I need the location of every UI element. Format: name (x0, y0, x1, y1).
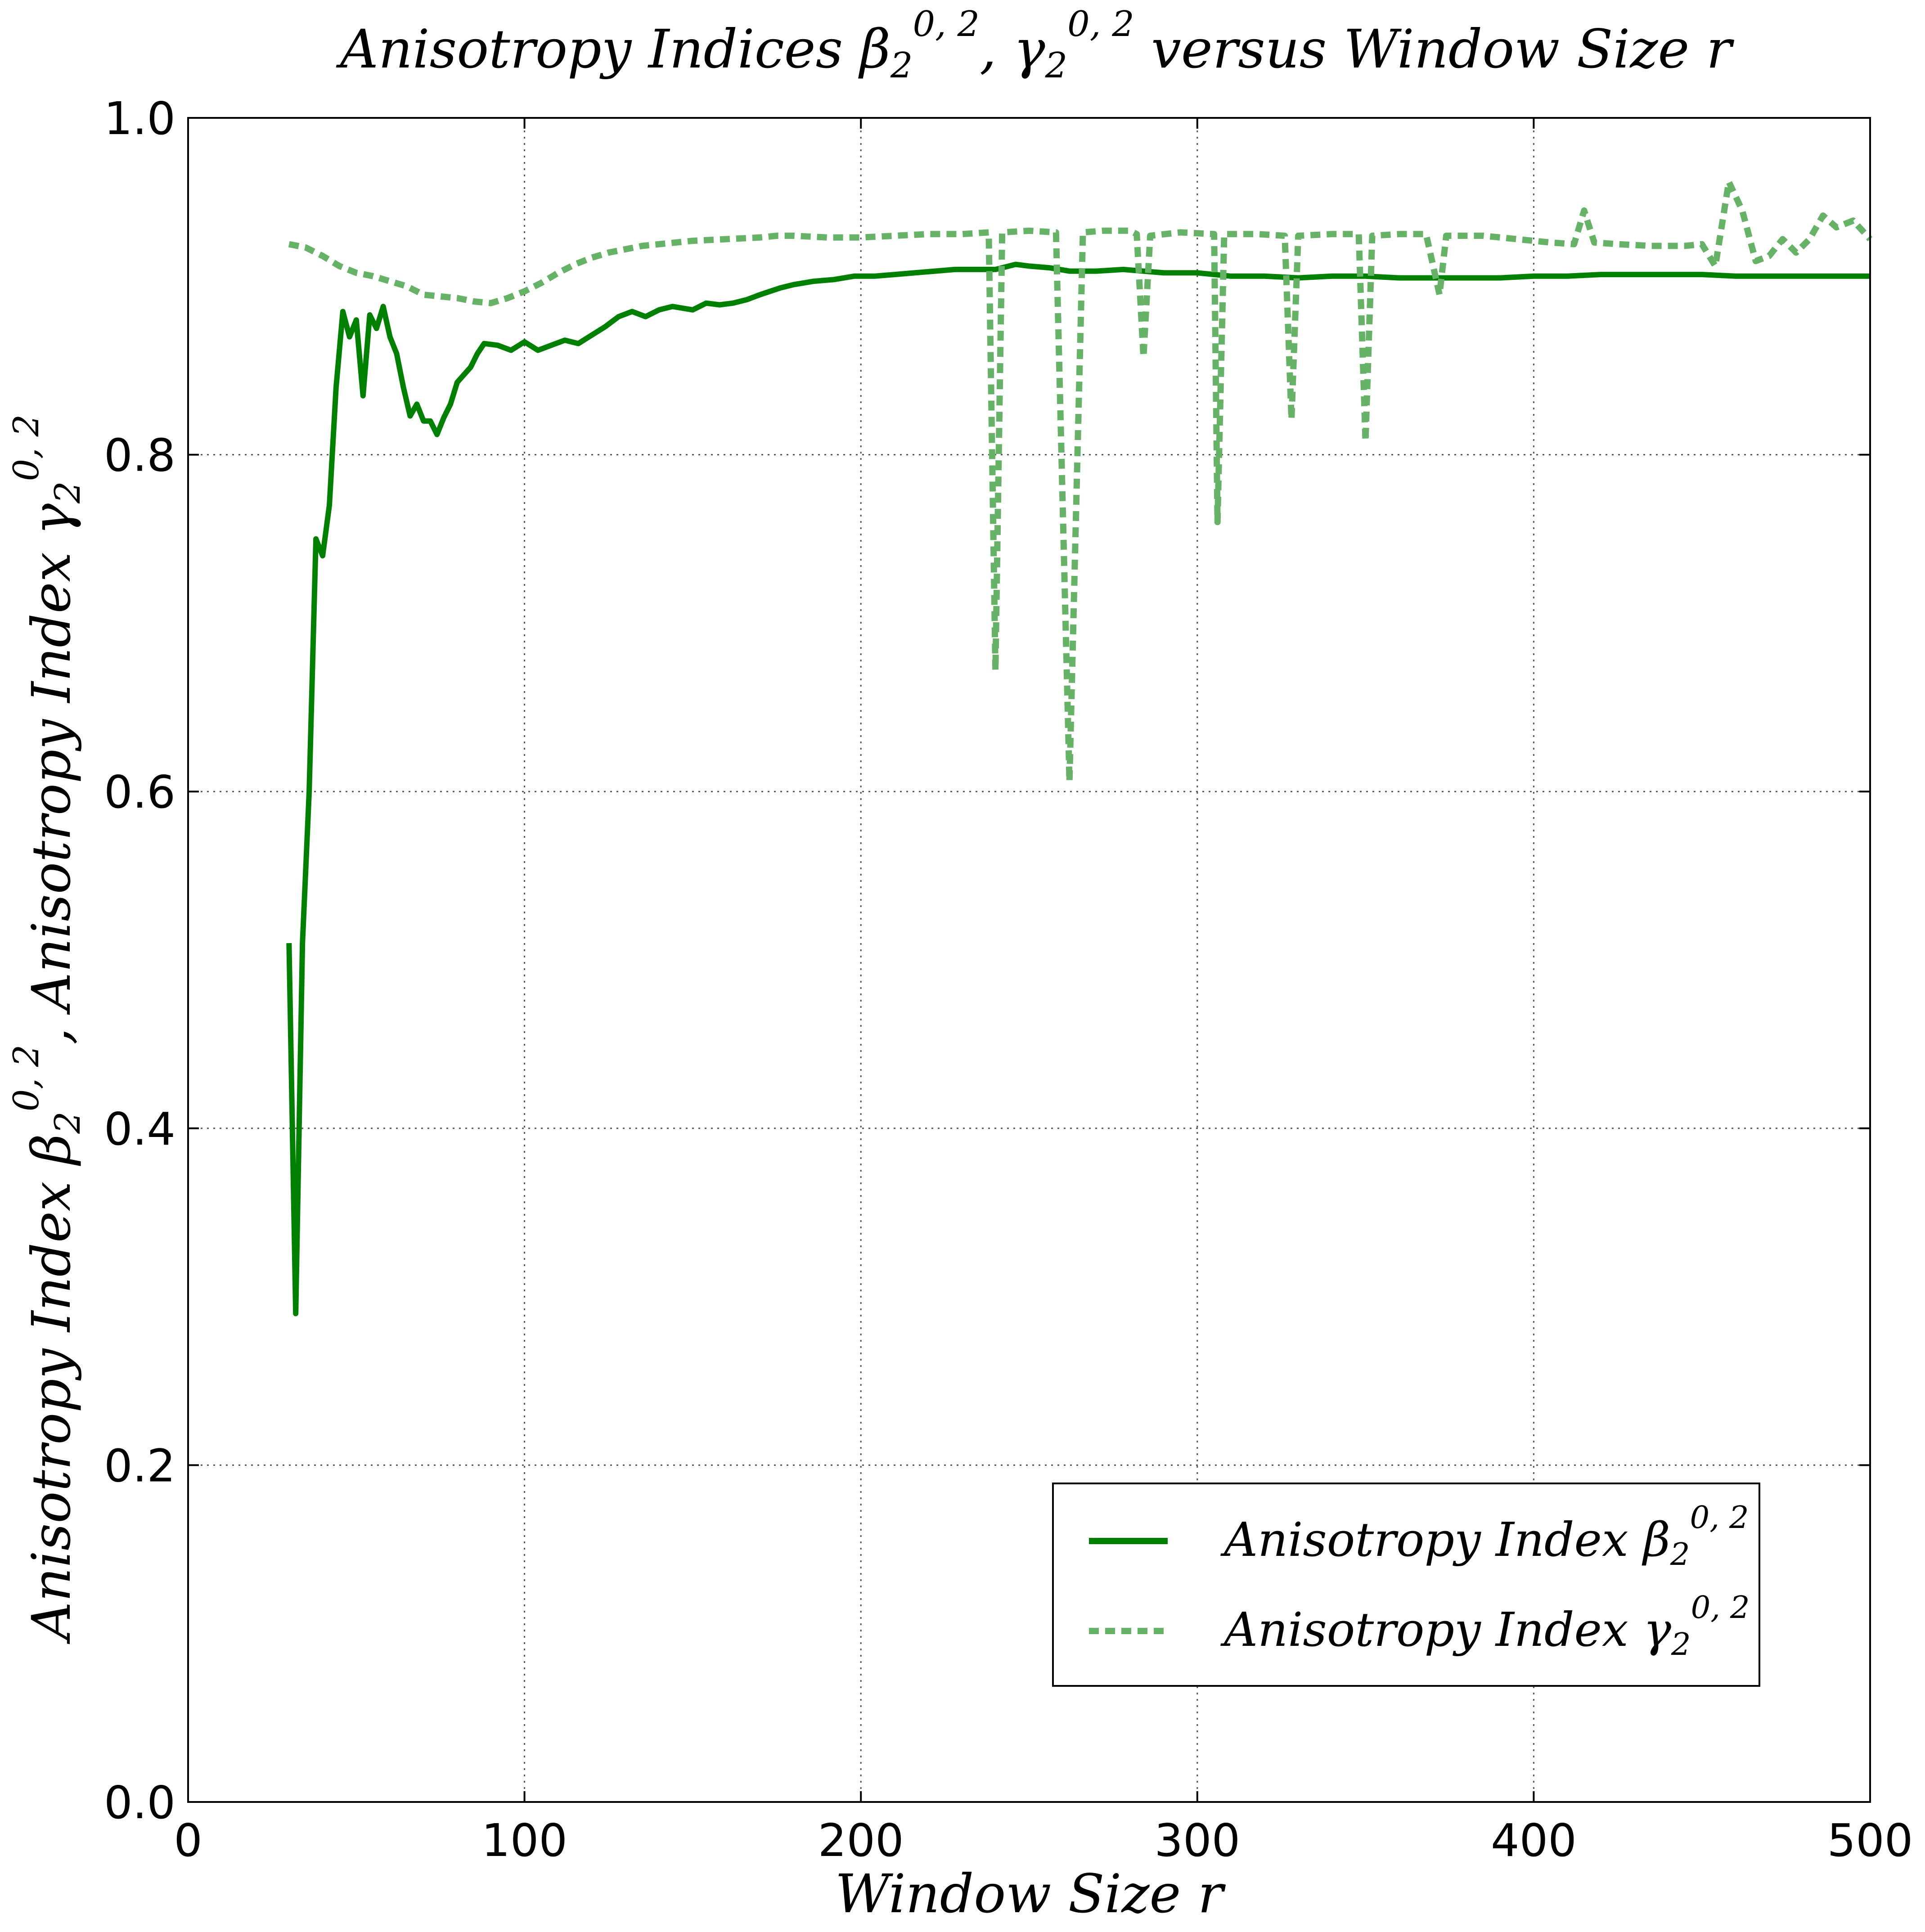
y-tick-label: 0.8 (104, 429, 175, 482)
y-axis-title: Anisotropy Index β20, 2, Anisotropy Inde… (6, 414, 88, 1644)
x-tick-label: 300 (1154, 1814, 1240, 1867)
x-tick-label: 400 (1491, 1814, 1577, 1867)
y-tick-label: 0.6 (104, 766, 175, 818)
x-tick-label: 100 (481, 1814, 567, 1867)
chart-title: Anisotropy Indices β20, 2, γ20, 2 versus… (336, 4, 1735, 86)
series-line-beta (286, 261, 1870, 1316)
axis-ticks: 0 100 200 300 400 500 0.0 0.2 0.4 0.6 0.8 1.0 (104, 92, 1913, 1867)
x-tick-label: 200 (818, 1814, 904, 1867)
legend-label-gamma: Anisotropy Index γ20, 2 (1220, 1590, 1750, 1662)
legend-label-beta: Anisotropy Index β20, 2 (1220, 1500, 1749, 1573)
y-tick-label: 0.4 (104, 1103, 175, 1155)
x-axis-title: Window Size r (835, 1863, 1226, 1925)
y-tick-label: 0.0 (104, 1776, 175, 1829)
x-tick-label: 500 (1827, 1814, 1913, 1867)
legend: Anisotropy Index β20, 2 Anisotropy Index… (1052, 1483, 1760, 1687)
legend-box (1052, 1483, 1760, 1687)
data-series (286, 179, 1873, 1316)
y-tick-label: 1.0 (104, 92, 175, 145)
x-tick-label: 0 (174, 1814, 202, 1867)
plot-area-frame (187, 117, 1871, 1803)
y-tick-label: 0.2 (104, 1439, 175, 1492)
